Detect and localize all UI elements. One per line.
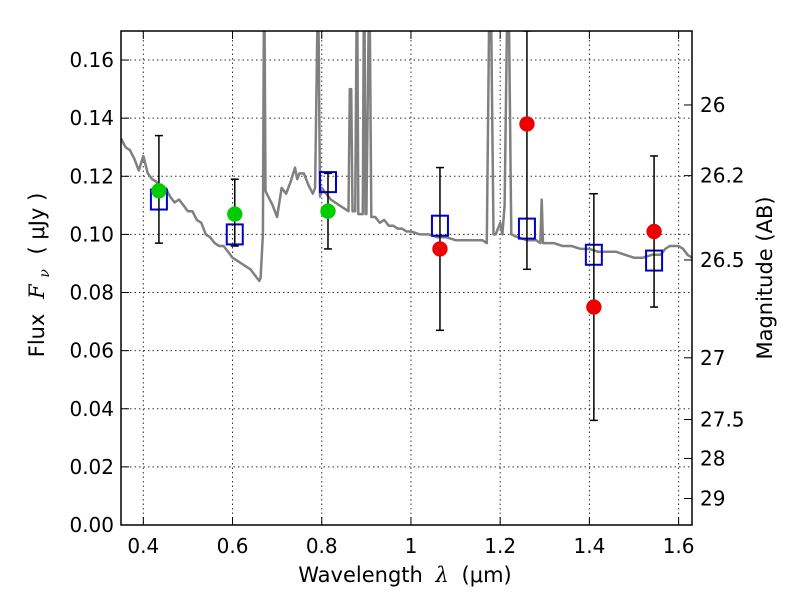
y2-tick-label: 26.2 xyxy=(700,164,745,188)
x-tick-label: 1.6 xyxy=(663,534,695,558)
y-tick-label: 0.16 xyxy=(69,48,114,72)
y-tick-label: 0.00 xyxy=(69,513,114,537)
x-tick-label: 0.8 xyxy=(306,534,338,558)
y-tick-label: 0.10 xyxy=(69,222,114,246)
x-axis-label-unit: (μm) xyxy=(462,563,512,587)
y-tick-label: 0.04 xyxy=(69,397,114,421)
axes-frame xyxy=(120,30,693,526)
x-tick-label: 1.2 xyxy=(484,534,516,558)
infrared-observation-point xyxy=(519,116,535,132)
infrared-observation-point xyxy=(646,223,662,240)
x-axis-label-text: Wavelength xyxy=(298,563,423,587)
y2-tick-label: 27 xyxy=(700,346,725,370)
x-tick-label: 0.6 xyxy=(217,534,249,558)
infrared-observation-point xyxy=(586,299,602,315)
x-tick-label: 0.4 xyxy=(127,534,159,558)
y-axis-label-subscript: ν xyxy=(37,269,53,278)
axis-ticks: 0.4 0.6 0.8 1 1.2 1.4 1.6 0.00 0.02 0.04 0.06 0.08 0… xyxy=(69,31,745,558)
y-tick-label: 0.14 xyxy=(69,106,114,130)
y-axis-label-unit: ( μJy ) xyxy=(25,193,49,255)
spectrum-line xyxy=(121,31,692,283)
y-axis-label-text: Flux xyxy=(25,314,49,358)
x-axis-label: Wavelength λ (μm) xyxy=(298,563,511,587)
y-tick-label: 0.02 xyxy=(69,455,114,479)
y2-tick-label: 26.5 xyxy=(700,248,745,272)
optical-observation-point xyxy=(151,183,167,199)
y-tick-label: 0.08 xyxy=(69,281,114,305)
y2-tick-label: 29 xyxy=(700,486,725,510)
infrared-observation-point xyxy=(432,241,448,257)
x-tick-label: 1 xyxy=(405,534,418,558)
optical-observation-point xyxy=(227,206,243,222)
x-axis-label-symbol: λ xyxy=(435,563,449,587)
y-tick-label: 0.06 xyxy=(69,339,114,363)
plot-clipped-group xyxy=(121,31,692,422)
plot-area xyxy=(121,31,692,422)
secondary-y-axis-label: Magnitude (AB) xyxy=(753,196,777,359)
optical-observation-point xyxy=(320,203,336,219)
y-axis-label: Flux F ν ( μJy ) xyxy=(25,193,54,358)
gridlines xyxy=(121,31,692,526)
y2-tick-label: 27.5 xyxy=(700,407,745,431)
y2-tick-label: 26 xyxy=(700,93,725,117)
y-tick-label: 0.12 xyxy=(69,164,114,188)
y2-tick-label: 28 xyxy=(700,446,725,470)
x-tick-label: 1.4 xyxy=(573,534,605,558)
y-axis-label-symbol: F xyxy=(25,283,49,300)
